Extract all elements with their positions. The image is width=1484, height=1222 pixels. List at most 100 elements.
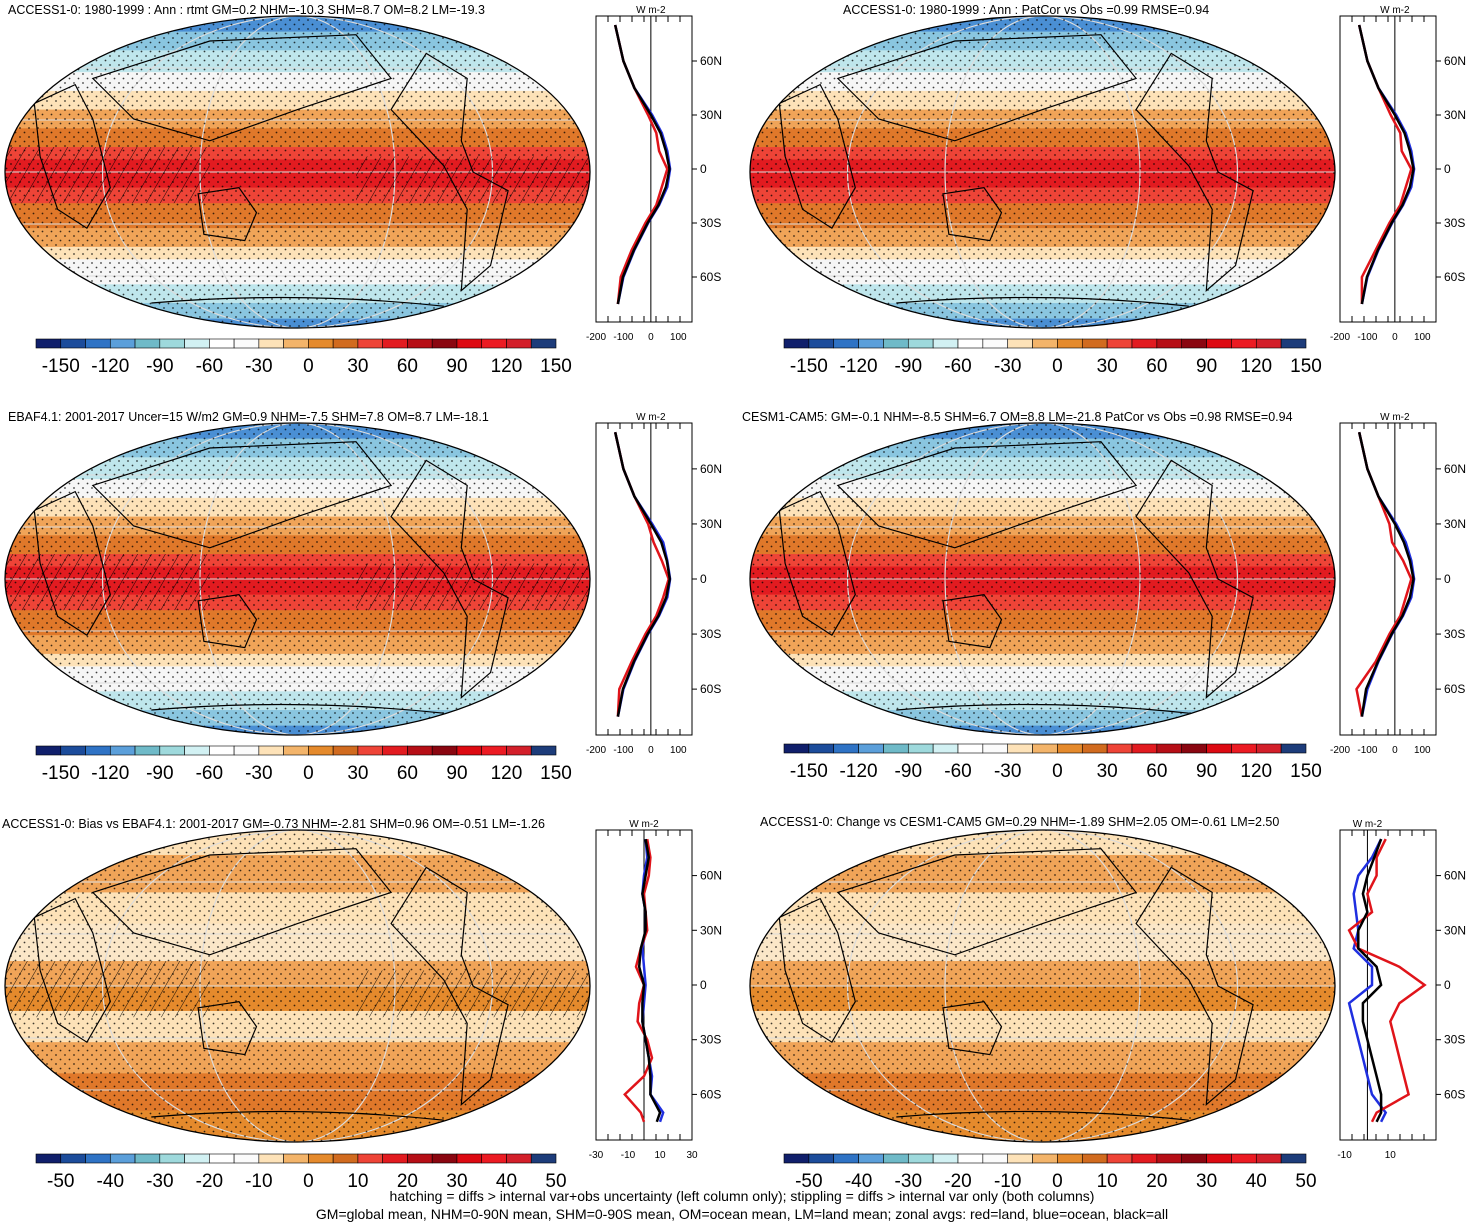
colorbar-swatch [530,338,557,349]
colorbar-tick-label: -30 [994,761,1021,782]
coastline [151,1110,444,1121]
colorbar-tick-label: -30 [245,763,272,784]
zonal-mean-plot: W m-2 60N 30N 0 30S 60S -200 -100 0 100 [586,412,722,756]
lat-tick-label: 60S [1444,270,1465,284]
coastline [33,83,111,230]
colorbar-swatch [109,745,136,756]
colorbar-tick-label: -40 [845,1171,872,1192]
panel-title: ACCESS1-0: Bias vs EBAF4.1: 2001-2017 GM… [2,817,545,831]
colorbar-swatch [1106,743,1133,754]
zonal-frame [595,422,693,736]
hatching [356,970,590,1018]
colorbar-swatch [35,338,62,349]
colorbar-tick-label: -30 [245,356,272,377]
zonal-x-tick-label: 10 [1385,1150,1397,1161]
map-outline [4,15,591,329]
colorbar-swatch [233,1153,260,1164]
colorbar-swatch [357,338,383,349]
colorbar-swatch [456,745,483,756]
coastline [390,52,509,292]
colorbar-tick-label: -90 [146,356,173,377]
colorbar-swatch [283,1153,309,1164]
coastline [390,866,509,1106]
colorbar-swatch [1131,338,1158,349]
colorbar-tick-label: 150 [540,763,572,784]
colorbar-tick-label: 0 [303,356,314,377]
colorbar-swatch [258,1153,284,1164]
colorbar-swatch [159,1153,185,1164]
colorbar-tick-label: -90 [146,763,173,784]
colorbar-swatch [783,743,810,754]
colorbar-swatch [258,338,284,349]
colorbar-swatch [1106,1153,1133,1164]
colorbar-swatch [431,338,458,349]
ocean-zonal-line [613,431,672,717]
coastline [896,703,1189,714]
colorbar-swatch [233,338,260,349]
stippling [750,830,1335,1142]
colorbar-swatch [883,743,909,754]
zonal-x-tick-label: 30 [686,1150,698,1161]
ocean-zonal-line [1347,838,1388,1123]
ocean-zonal-line [1357,24,1416,305]
colorbar-swatch [456,338,483,349]
colorbar-tick-label: 120 [1240,356,1272,377]
coastline [390,459,509,699]
colorbar-swatch [35,745,62,756]
land-zonal-line [1355,431,1413,717]
map-field [750,423,1335,735]
colorbar-swatch [134,745,161,756]
colorbar-swatch [382,745,408,756]
lat-tick-label: 0 [1444,572,1451,586]
zonal-mean-plot: W m-2 60N 30N 0 30S 60S -200 -100 0 100 [586,5,722,343]
colorbar-swatch [1231,338,1257,349]
lat-tick-label: 30S [1444,627,1465,641]
colorbar-swatch [957,338,984,349]
colorbar-swatch [1181,743,1207,754]
colorbar-tick-label: 10 [1097,1171,1118,1192]
lat-tick-label: 60N [700,54,722,68]
colorbar-swatch [407,1153,433,1164]
lat-tick-label: 0 [1444,978,1451,992]
lat-tick-label: 30N [700,517,722,531]
colorbar-swatch [883,1153,909,1164]
lat-tick-label: 0 [700,572,707,586]
colorbar-tick-label: 120 [491,763,523,784]
coastline [896,1110,1189,1121]
colorbar-swatch [1057,743,1083,754]
coastline [836,441,1138,549]
colorbar-tick-label: 60 [397,763,418,784]
zonal-x-tick-label: 100 [670,745,687,756]
colorbar-tick-label: 90 [446,763,467,784]
map-field [5,830,590,1142]
colorbar-tick-label: -120 [91,356,129,377]
zonal-frame [1339,829,1437,1141]
colorbar-swatch [1081,743,1108,754]
footer-line-hatching: hatching = diffs > internal var+obs unce… [389,1188,1095,1204]
hatching [356,563,590,611]
coastline [91,34,393,142]
colorbar-swatch [808,743,835,754]
panel-title: ACCESS1-0: Change vs CESM1-CAM5 GM=0.29 … [760,815,1279,829]
map-field [5,16,590,328]
colorbar-swatch [481,338,507,349]
colorbar-swatch [109,338,136,349]
colorbar-swatch [1280,1153,1307,1164]
colorbar-swatch [1206,338,1232,349]
colorbar-swatch [431,745,458,756]
colorbar-swatch [883,338,909,349]
coastline [778,897,856,1044]
lat-tick-label: 30S [1444,216,1465,230]
colorbar-swatch [982,338,1009,349]
colorbar-swatch [308,338,334,349]
zonal-x-tick-label: 100 [1414,332,1431,343]
stippling [750,16,1335,328]
colorbar-swatch [1181,1153,1207,1164]
colorbar-swatch [431,1153,458,1164]
lat-tick-label: 60S [1444,682,1465,696]
colorbar-swatch [308,745,334,756]
colorbar-tick-label: 30 [1196,1171,1217,1192]
lat-tick-label: 60N [1444,462,1466,476]
colorbar-tick-label: 60 [1146,356,1167,377]
